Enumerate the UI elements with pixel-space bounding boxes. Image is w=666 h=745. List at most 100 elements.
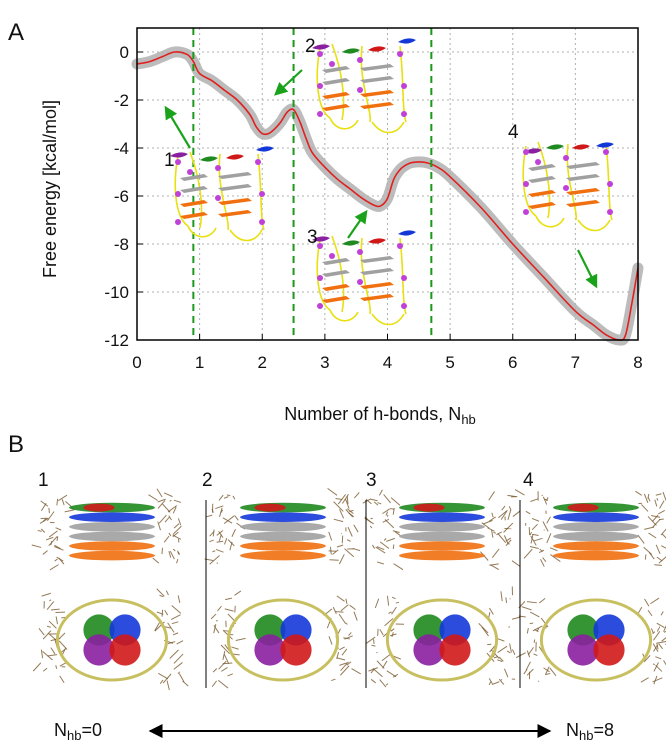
side-strand: [177, 518, 182, 526]
side-strand: [336, 595, 345, 602]
stacked-layer: [399, 531, 485, 542]
state-schematic: [170, 146, 274, 242]
quartet-base: [360, 256, 394, 263]
side-strand: [163, 535, 170, 543]
side-strand: [336, 544, 344, 548]
side-strand: [234, 515, 239, 521]
side-strand: [219, 507, 223, 518]
panel-b-label: B: [8, 431, 24, 458]
side-strand: [506, 650, 511, 654]
side-strand: [329, 559, 339, 561]
y-tick-label: -10: [104, 283, 129, 302]
side-strand: [345, 509, 354, 518]
side-strand: [32, 662, 42, 672]
side-strand: [168, 551, 172, 558]
side-strand: [505, 597, 508, 604]
side-strand: [56, 556, 64, 562]
backbone-node: [317, 243, 323, 249]
side-strand: [391, 606, 397, 615]
side-strand: [392, 544, 395, 549]
backbone-node: [523, 149, 529, 155]
side-strand: [222, 650, 226, 660]
x-tick-label: 6: [508, 353, 517, 372]
side-strand: [651, 515, 661, 518]
side-strand: [385, 683, 389, 686]
ensemble-rendering: [204, 487, 361, 565]
quartet-base: [180, 212, 208, 219]
side-strand: [652, 631, 656, 635]
arrow-state-1: [164, 105, 191, 149]
stacked-layer: [399, 522, 485, 532]
side-strand: [370, 498, 378, 502]
side-strand: [157, 521, 161, 531]
side-strand: [332, 549, 339, 555]
side-strand: [48, 620, 57, 629]
side-strand: [46, 536, 54, 541]
transition-lines: [192, 28, 433, 340]
side-strand: [172, 506, 177, 514]
side-strand: [327, 487, 338, 496]
side-strand: [49, 599, 52, 602]
side-strand: [507, 494, 516, 498]
x-tick-label: 0: [132, 353, 141, 372]
stacked-layer: [399, 512, 485, 522]
side-strand: [527, 647, 534, 656]
side-strand: [225, 597, 233, 601]
side-strand: [653, 675, 658, 685]
strand-base: [368, 238, 386, 244]
backbone-node: [401, 111, 407, 117]
backbone-loops: [316, 43, 407, 134]
side-strand: [59, 662, 67, 667]
side-strand: [539, 548, 544, 552]
stacked-layer: [413, 503, 445, 512]
quartet-base: [180, 174, 208, 181]
side-strand: [655, 493, 662, 496]
side-strand: [388, 611, 392, 614]
quartet-base: [360, 76, 394, 83]
x-tick-label: 5: [445, 353, 454, 372]
side-strand: [370, 517, 373, 520]
stacked-layer: [69, 531, 155, 542]
quartet-base: [322, 258, 350, 265]
side-strand: [159, 594, 164, 598]
side-strand: [169, 649, 179, 659]
quartet-base: [218, 172, 252, 179]
side-strand: [491, 529, 494, 538]
side-strand: [156, 588, 165, 597]
side-strand: [509, 643, 512, 653]
side-strand: [381, 653, 391, 662]
side-strand: [50, 647, 56, 655]
x-tick-label: 3: [320, 353, 329, 372]
quartet-base: [566, 174, 600, 181]
y-tick-labels: 0 -2 -4 -6 -8 -10 -12: [104, 43, 129, 350]
side-strand: [643, 655, 651, 663]
backbone-node: [317, 111, 323, 117]
stacked-layer: [567, 503, 599, 512]
side-strand: [46, 511, 55, 522]
backbone-node: [397, 51, 403, 57]
quartet-base: [360, 268, 394, 275]
side-strand: [481, 626, 489, 637]
side-strand: [512, 649, 516, 656]
side-strand: [215, 548, 224, 553]
side-strand: [533, 639, 536, 643]
panel-a-label: A: [8, 19, 24, 46]
side-strand: [46, 625, 51, 628]
stacked-layer: [83, 503, 115, 512]
quartet-base: [360, 102, 394, 109]
side-strand: [177, 671, 181, 675]
side-strand: [338, 554, 345, 565]
side-strand: [215, 620, 218, 622]
side-strand: [373, 501, 379, 506]
side-strand: [164, 516, 170, 523]
side-strand: [382, 660, 388, 669]
side-strand: [349, 509, 354, 512]
quartet-base: [322, 104, 350, 111]
backbone-node: [357, 279, 363, 285]
strand-blob: [567, 634, 599, 666]
side-strand: [167, 622, 175, 633]
state-schematic: [312, 38, 416, 134]
backbone-node: [357, 57, 363, 63]
side-strand: [656, 497, 659, 501]
side-strand: [220, 644, 230, 655]
